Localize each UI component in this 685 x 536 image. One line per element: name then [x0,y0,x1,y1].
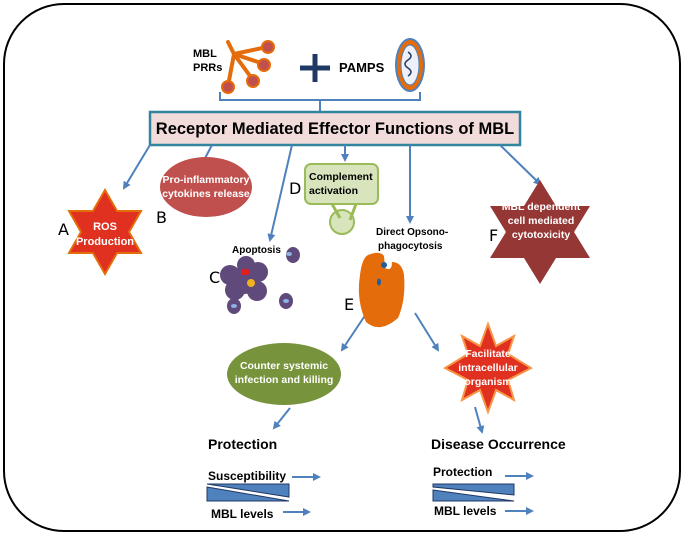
phagocyte-icon [358,252,405,328]
facilitate-text: Facilitate [465,348,511,360]
cytotox-text: MBL dependent [502,201,581,213]
cytokine-ellipse [160,157,252,217]
letter-f: F [489,226,498,245]
complement-box [304,163,379,205]
cytokine-text: cytokines release [162,188,250,200]
mbl-label: MBL [193,48,217,60]
cytotox-text: cytotoxicity [512,229,571,241]
pathogen-icon [395,38,425,92]
effector-arrows [122,144,542,434]
ros-text: Production [76,236,134,248]
title-box [148,110,522,147]
good-wedge [206,483,290,502]
letter-c: C [209,268,220,287]
letter-d: D [289,179,301,198]
pamps-label: PAMPS [339,60,385,75]
apoptosis-label: Apoptosis [232,245,281,256]
cytotox-star-shape [490,180,590,284]
mbl-levels-label: MBL levels [211,507,274,521]
protection-label: Protection [433,465,492,479]
susceptibility-label: Susceptibility [208,469,286,483]
ros-star-shape [67,187,143,277]
mbl-molecule-icon [221,40,275,94]
mbl-levels-label: MBL levels [434,504,497,518]
counter-text: Counter systemic [240,360,328,372]
facilitate-text: organism [464,376,511,388]
title: Receptor Mediated Effector Functions of … [156,120,514,138]
facilitate-text: intracellular [458,362,518,374]
bad-wedge [432,483,515,502]
counter-infection-ellipse [227,343,341,405]
complement-text: Complement [309,171,373,183]
letter-a: A [58,220,69,239]
facilitate-burst-shape [442,321,534,415]
letter-b: B [156,208,167,227]
complement-text: activation [309,185,358,197]
apoptosis-cell-icon [220,247,300,314]
letter-e: E [344,295,354,314]
ros-text: ROS [93,221,117,233]
cytokine-text: Pro-inflammatory [163,174,250,186]
disease-result: Disease Occurrence [431,436,566,452]
trend-arrows [283,472,534,516]
cytotox-text: cell mediated [508,215,575,227]
protection-result: Protection [208,436,277,452]
bracket [219,92,421,112]
counter-text: infection and killing [235,374,334,386]
plus-icon [300,54,330,82]
opsono-text: phagocytosis [378,241,443,252]
opsono-text: Direct Opsono- [376,227,448,238]
complement-icon [329,203,358,235]
prrs-label: PRRs [193,62,222,74]
